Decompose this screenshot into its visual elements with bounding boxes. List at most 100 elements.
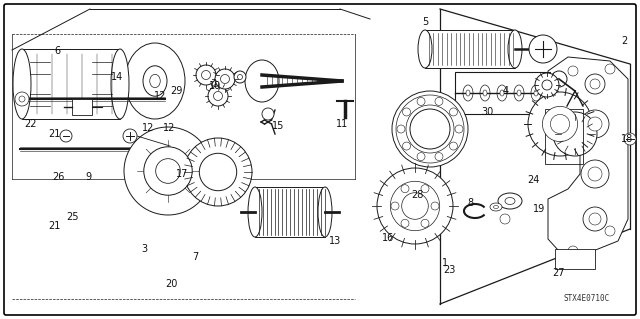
- Text: 22: 22: [24, 119, 36, 130]
- Circle shape: [417, 97, 425, 105]
- Ellipse shape: [237, 75, 243, 79]
- Circle shape: [396, 95, 464, 163]
- Circle shape: [214, 92, 223, 100]
- Bar: [425, 30, 515, 68]
- Text: 6: 6: [54, 46, 61, 56]
- Circle shape: [542, 80, 552, 90]
- Text: 3: 3: [141, 244, 147, 254]
- Text: 28: 28: [412, 189, 424, 200]
- Circle shape: [529, 35, 557, 63]
- Ellipse shape: [505, 197, 515, 204]
- Circle shape: [435, 152, 443, 160]
- Circle shape: [403, 142, 410, 150]
- Text: 16: 16: [382, 233, 395, 243]
- Circle shape: [15, 92, 29, 106]
- Ellipse shape: [483, 90, 487, 96]
- Circle shape: [156, 159, 180, 183]
- Circle shape: [215, 69, 235, 89]
- Circle shape: [605, 226, 615, 236]
- Ellipse shape: [517, 90, 521, 96]
- Circle shape: [402, 193, 428, 219]
- Text: 15: 15: [272, 121, 285, 131]
- Circle shape: [588, 167, 602, 181]
- Circle shape: [221, 75, 230, 84]
- Circle shape: [403, 108, 410, 116]
- Text: 30: 30: [481, 107, 494, 117]
- Circle shape: [551, 71, 567, 87]
- Circle shape: [500, 214, 510, 224]
- Circle shape: [124, 127, 212, 215]
- Ellipse shape: [111, 49, 129, 119]
- Circle shape: [590, 79, 600, 89]
- Circle shape: [391, 202, 399, 210]
- Circle shape: [543, 107, 578, 142]
- Circle shape: [568, 246, 578, 256]
- Circle shape: [262, 108, 274, 120]
- Text: 9: 9: [85, 172, 92, 182]
- Ellipse shape: [150, 74, 160, 88]
- Polygon shape: [548, 57, 628, 261]
- Circle shape: [528, 92, 592, 156]
- Text: 27: 27: [552, 268, 565, 278]
- Text: 29: 29: [170, 86, 183, 96]
- Circle shape: [421, 219, 429, 227]
- Circle shape: [431, 202, 439, 210]
- Text: 1: 1: [442, 258, 449, 268]
- Ellipse shape: [418, 30, 432, 68]
- Ellipse shape: [531, 85, 541, 101]
- Circle shape: [624, 133, 636, 145]
- Circle shape: [568, 66, 578, 76]
- Text: 12: 12: [154, 91, 166, 101]
- Circle shape: [377, 168, 453, 244]
- Ellipse shape: [508, 30, 522, 68]
- Circle shape: [417, 152, 425, 160]
- Circle shape: [401, 185, 409, 193]
- Circle shape: [19, 96, 25, 102]
- Text: 2: 2: [621, 36, 627, 47]
- Ellipse shape: [498, 193, 522, 209]
- Circle shape: [184, 138, 252, 206]
- Ellipse shape: [234, 71, 246, 83]
- Text: 21: 21: [48, 221, 61, 232]
- Text: 26: 26: [52, 172, 65, 182]
- Ellipse shape: [497, 85, 507, 101]
- Text: 24: 24: [527, 175, 540, 185]
- Circle shape: [401, 219, 409, 227]
- Circle shape: [202, 70, 211, 79]
- Text: 8: 8: [467, 197, 474, 208]
- Circle shape: [455, 125, 463, 133]
- Bar: [22, 49, 120, 119]
- Ellipse shape: [500, 90, 504, 96]
- Text: 20: 20: [165, 279, 178, 289]
- Circle shape: [410, 109, 450, 149]
- Bar: [72, 99, 92, 115]
- Circle shape: [435, 97, 443, 105]
- Circle shape: [449, 108, 458, 116]
- Circle shape: [196, 65, 216, 85]
- Ellipse shape: [13, 49, 31, 119]
- Circle shape: [535, 73, 559, 97]
- Bar: [545, 109, 583, 164]
- Ellipse shape: [534, 90, 538, 96]
- FancyBboxPatch shape: [4, 4, 636, 315]
- Circle shape: [585, 74, 605, 94]
- Text: 17: 17: [176, 169, 189, 179]
- Text: 13: 13: [329, 236, 342, 246]
- Circle shape: [421, 185, 429, 193]
- Text: 7: 7: [192, 252, 198, 262]
- Ellipse shape: [125, 43, 185, 119]
- Circle shape: [208, 86, 228, 106]
- Ellipse shape: [245, 60, 279, 102]
- Ellipse shape: [490, 203, 502, 211]
- Bar: [255, 187, 325, 237]
- Ellipse shape: [514, 85, 524, 101]
- Ellipse shape: [463, 85, 473, 101]
- Ellipse shape: [143, 66, 167, 96]
- Text: 21: 21: [48, 129, 61, 139]
- Circle shape: [605, 64, 615, 74]
- Ellipse shape: [480, 85, 490, 101]
- Circle shape: [406, 105, 454, 153]
- Circle shape: [583, 207, 607, 231]
- Text: 11: 11: [336, 119, 349, 130]
- Circle shape: [123, 129, 137, 143]
